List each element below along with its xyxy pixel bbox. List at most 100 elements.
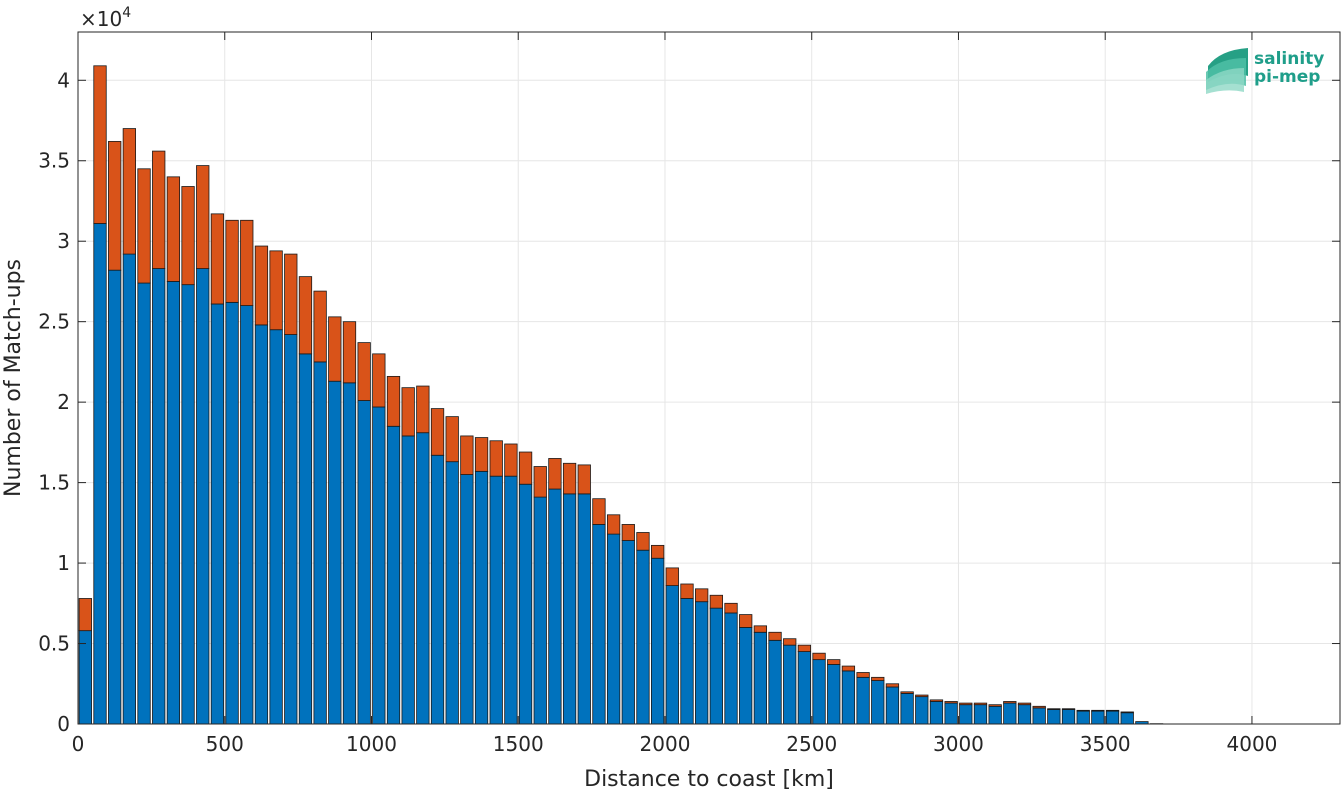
bar-series-1 (768, 639, 782, 725)
bar-series-2 (489, 440, 503, 477)
y-tick-label: 1 (57, 551, 70, 575)
bar-series-2 (137, 168, 151, 284)
bar-series-2 (900, 691, 914, 694)
bar-series-2 (181, 186, 195, 286)
y-tick-label: 2 (57, 390, 70, 414)
x-tick-label: 4000 (1227, 732, 1278, 756)
bar-series-1 (401, 435, 415, 725)
bar-series-1 (753, 631, 767, 725)
bar-series-1 (651, 557, 665, 725)
bar-series-2 (856, 672, 870, 678)
bar-series-2 (797, 644, 812, 652)
bar-series-1 (739, 627, 753, 725)
bar-series-2 (606, 514, 621, 535)
bar-series-1 (357, 400, 371, 725)
y-tick-label: 1.5 (38, 471, 70, 495)
logo-text-pi-mep: pi-mep (1254, 67, 1320, 87)
bar-series-1 (137, 282, 151, 725)
bar-series-2 (783, 638, 797, 646)
bar-series-2 (665, 567, 679, 586)
bar-series-1 (665, 585, 679, 725)
bar-series-2 (753, 625, 767, 633)
bar-series-2 (166, 176, 181, 282)
x-tick-label: 2000 (640, 732, 691, 756)
bar-series-1 (372, 406, 386, 725)
bar-series-1 (709, 607, 723, 725)
x-tick-label: 2500 (786, 732, 837, 756)
bar-series-2 (122, 128, 136, 255)
y-tick-labels: 0 0.5 1 1.5 2 2.5 3 3.5 4 (38, 68, 70, 736)
bar-series-2 (1047, 708, 1061, 710)
y-tick-label: 3 (57, 229, 70, 253)
bar-series-2 (1061, 708, 1076, 710)
bar-series-1 (724, 612, 738, 725)
bar-series-2 (621, 524, 635, 541)
bar-series-2 (973, 702, 988, 706)
bar-series-1 (210, 303, 225, 725)
bar-series-2 (739, 614, 753, 628)
x-tick-label: 1500 (493, 732, 544, 756)
bar-series-2 (313, 290, 327, 363)
bar-series-2 (548, 458, 562, 490)
bar-series-1 (108, 269, 122, 725)
bar-series-2 (636, 532, 650, 551)
bar-series-1 (841, 670, 856, 725)
bar-series-2 (196, 165, 210, 269)
bar-series-2 (1105, 709, 1120, 712)
bar-series-1 (988, 705, 1002, 725)
bar-series-1 (562, 493, 577, 725)
bar-series-1 (474, 470, 489, 725)
bar-series-2 (959, 702, 973, 706)
bar-series-1 (856, 676, 870, 725)
bar-series-1 (504, 475, 518, 725)
bar-series-1 (1076, 710, 1090, 725)
bar-series-1 (342, 382, 357, 725)
bar-series-2 (929, 699, 944, 702)
x-axis-title: Distance to coast [km] (584, 767, 834, 792)
bar-series-1 (900, 693, 914, 725)
bar-series-1 (812, 659, 826, 725)
bar-series-1 (313, 361, 327, 725)
x-tick-label: 1000 (346, 732, 397, 756)
bar-series-1 (636, 549, 650, 725)
bar-series-2 (915, 694, 929, 698)
bar-series-1 (959, 704, 973, 725)
bar-series-1 (460, 474, 474, 725)
bar-series-2 (445, 416, 459, 463)
bar-series-2 (269, 250, 283, 331)
axes-box (77, 31, 1341, 725)
bar-series-2 (93, 65, 107, 224)
bar-series-1 (533, 496, 547, 725)
bar-series-2 (695, 588, 709, 603)
bar-series-1 (445, 461, 459, 725)
bar-series-2 (108, 141, 122, 271)
x-tick-label: 0 (72, 732, 85, 756)
x-tick-label: 3000 (933, 732, 984, 756)
bar-series-2 (386, 375, 401, 427)
bar-series-2 (680, 583, 694, 599)
bar-series-1 (797, 651, 812, 725)
bar-series-2 (592, 498, 606, 525)
bar-series-1 (328, 380, 342, 725)
bar-series-2 (841, 665, 856, 672)
y-tick-label: 2.5 (38, 310, 70, 334)
bar-series-1 (592, 524, 606, 725)
bar-series-1 (196, 268, 210, 725)
bar-series-2 (885, 683, 900, 688)
bar-series-2 (518, 451, 533, 485)
bar-series-1 (122, 253, 136, 725)
bar-series-1 (915, 696, 929, 725)
y-tick-label: 3.5 (38, 149, 70, 173)
bar-series-2 (372, 353, 386, 408)
bar-series-2 (254, 245, 269, 326)
bar-series-2 (240, 219, 254, 306)
bar-series-1 (783, 644, 797, 725)
bar-series-1 (1032, 707, 1046, 725)
salinity-pi-mep-logo: salinity pi-mep (1206, 48, 1324, 94)
ticks (77, 32, 1340, 725)
bar-series-2 (768, 631, 782, 641)
bar-series-1 (152, 268, 166, 725)
bar-series-2 (1076, 709, 1090, 712)
bar-series-2 (78, 598, 92, 632)
bar-series-2 (210, 213, 225, 305)
